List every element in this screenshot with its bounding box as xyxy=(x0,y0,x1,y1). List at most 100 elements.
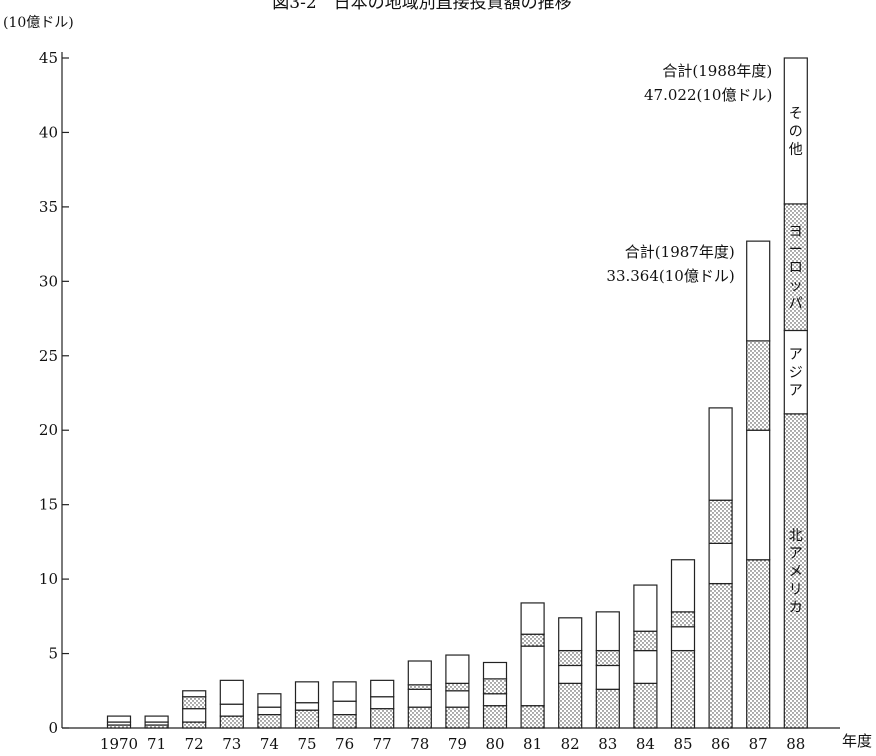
bar-segment xyxy=(182,721,207,729)
bar-segment xyxy=(746,240,771,342)
bar-segment xyxy=(558,617,583,652)
bar-segment xyxy=(595,664,620,690)
x-tick-label: 80 xyxy=(485,735,504,752)
x-tick-label: 77 xyxy=(373,735,392,752)
bar-segment xyxy=(670,559,696,613)
bar-segment xyxy=(407,660,432,686)
x-tick-label: 81 xyxy=(523,735,542,752)
bar-segment xyxy=(407,684,432,690)
bar-segment xyxy=(407,706,432,729)
bar-segment xyxy=(746,340,771,431)
bar-segment xyxy=(219,703,244,717)
bar-segment xyxy=(708,582,733,729)
bar-segment xyxy=(294,702,320,711)
bar-segment xyxy=(257,706,282,716)
bar-segment xyxy=(595,611,620,652)
bar-segment xyxy=(482,693,508,707)
bar-segment xyxy=(746,559,771,729)
bar-segment xyxy=(633,682,658,729)
bar-segment xyxy=(482,705,508,729)
bar-segment xyxy=(294,681,320,704)
bar-segment xyxy=(633,649,658,684)
bar-segment xyxy=(746,429,771,561)
x-tick-label: 85 xyxy=(673,735,692,752)
bar-segment xyxy=(520,602,545,635)
total-annotation-label: 合計(1988年度) xyxy=(662,62,772,80)
bar-segment xyxy=(708,542,733,585)
bar-segment xyxy=(783,57,808,205)
bar-segment xyxy=(332,681,357,702)
annotations: 合計(1988年度) 47.022(10億ドル) 合計(1987年度) 33.364(… xyxy=(606,62,772,285)
x-axis-label: 年度 xyxy=(842,732,872,750)
x-tick-label: 75 xyxy=(297,735,316,752)
bar-segment xyxy=(558,649,583,667)
x-tick-label: 83 xyxy=(598,735,617,752)
bar-segment xyxy=(445,706,470,729)
bar-segment xyxy=(257,693,282,708)
series-label: 北アメリカ xyxy=(789,528,803,616)
bar-segment xyxy=(332,700,357,716)
x-tick-label: 74 xyxy=(260,735,279,752)
y-tick-label: 25 xyxy=(39,347,58,365)
bar-segment xyxy=(482,678,508,695)
x-tick-label: 84 xyxy=(636,735,655,752)
bar-segment xyxy=(445,690,470,708)
y-tick-label: 35 xyxy=(39,198,58,216)
bar-segment xyxy=(182,708,207,723)
bar-segment xyxy=(595,688,620,729)
chart-title: 図3-2 日本の地域別直接投資額の推移 xyxy=(272,0,571,13)
bar-segment xyxy=(670,626,696,652)
bar-segment xyxy=(407,688,432,708)
y-tick-label: 10 xyxy=(39,570,58,588)
y-tick-label: 45 xyxy=(39,49,58,67)
x-tick-label: 73 xyxy=(222,735,241,752)
bar-segment xyxy=(370,696,395,710)
x-tick-label: 72 xyxy=(185,735,204,752)
bar-segment xyxy=(595,649,620,667)
y-tick-label: 0 xyxy=(48,719,58,737)
bar-segment xyxy=(370,679,395,698)
bar-segment xyxy=(520,633,545,647)
x-tick-label: 78 xyxy=(410,735,429,752)
bar-segment xyxy=(670,611,696,628)
series-label: ヨーロッパ xyxy=(789,224,803,312)
bar-segment xyxy=(106,715,132,723)
bar-segment xyxy=(708,407,733,501)
bar-segment xyxy=(445,682,470,692)
total-annotation-value: 47.022(10億ドル) xyxy=(644,86,772,104)
bar-segment xyxy=(558,664,583,684)
bar-segment xyxy=(670,649,696,729)
y-tick-label: 5 xyxy=(48,645,58,663)
bar-segment xyxy=(445,654,470,684)
bar-segment xyxy=(332,713,357,729)
x-tick-label: 87 xyxy=(749,735,768,752)
y-axis-unit-label: (10億ドル) xyxy=(3,15,74,31)
bar-segment xyxy=(558,682,583,729)
series-label: アジア xyxy=(789,347,803,399)
bar-segment xyxy=(520,645,545,707)
bar-segment xyxy=(633,584,658,632)
series-label: その他 xyxy=(789,106,803,158)
bar-segment xyxy=(219,715,244,729)
x-tick-label: 79 xyxy=(448,735,467,752)
bar-segment xyxy=(294,709,320,729)
bar-segment xyxy=(182,696,207,710)
x-tick-label: 86 xyxy=(711,735,730,752)
bar-segment xyxy=(182,690,207,698)
bars: 1970 71 72 73 74 75 76 77 78 79 80 81 82 83 84 85 86 87 88… xyxy=(100,57,808,753)
y-tick-label: 20 xyxy=(39,421,58,439)
y-tick-label: 40 xyxy=(39,123,58,141)
y-tick-label: 15 xyxy=(39,496,58,514)
y-tick-label: 30 xyxy=(39,272,58,290)
bar-segment xyxy=(520,705,545,729)
bar-segment xyxy=(633,630,658,652)
x-tick-label: 88 xyxy=(786,735,805,752)
bar-segment xyxy=(708,499,733,544)
x-tick-label: 82 xyxy=(561,735,580,752)
total-annotation-label: 合計(1987年度) xyxy=(625,243,735,261)
bar-segment xyxy=(257,713,282,729)
x-tick-label: 1970 xyxy=(100,735,138,752)
bar-segment xyxy=(219,679,244,705)
